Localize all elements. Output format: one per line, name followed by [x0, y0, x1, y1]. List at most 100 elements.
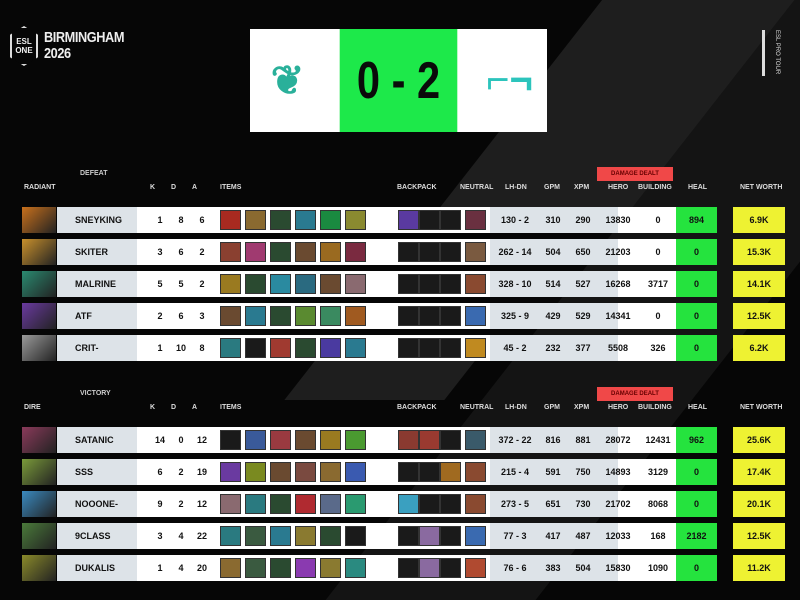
item-slot[interactable]	[245, 526, 266, 546]
item-slot[interactable]	[220, 274, 241, 294]
item-slot[interactable]	[220, 526, 241, 546]
item-slot[interactable]	[320, 274, 341, 294]
item-slot[interactable]	[320, 494, 341, 514]
backpack-slot[interactable]	[419, 494, 440, 514]
item-slot[interactable]	[295, 558, 316, 578]
player-name[interactable]: MALRINE	[57, 271, 137, 297]
backpack-slot[interactable]	[419, 338, 440, 358]
player-name[interactable]: SATANIC	[57, 427, 137, 453]
item-slot[interactable]	[345, 430, 366, 450]
item-slot[interactable]	[220, 558, 241, 578]
item-slot[interactable]	[295, 306, 316, 326]
item-slot[interactable]	[270, 462, 291, 482]
item-slot[interactable]	[220, 462, 241, 482]
neutral-item-slot[interactable]	[465, 210, 486, 230]
item-slot[interactable]	[345, 558, 366, 578]
neutral-item-slot[interactable]	[465, 306, 486, 326]
neutral-item-slot[interactable]	[465, 242, 486, 262]
backpack-slot[interactable]	[419, 306, 440, 326]
backpack-slot[interactable]	[398, 462, 419, 482]
item-slot[interactable]	[320, 462, 341, 482]
player-name[interactable]: SKITER	[57, 239, 137, 265]
item-slot[interactable]	[270, 210, 291, 230]
backpack-slot[interactable]	[419, 558, 440, 578]
item-slot[interactable]	[320, 242, 341, 262]
item-slot[interactable]	[295, 338, 316, 358]
neutral-item-slot[interactable]	[465, 462, 486, 482]
backpack-slot[interactable]	[419, 274, 440, 294]
player-name[interactable]: CRIT-	[57, 335, 137, 361]
backpack-slot[interactable]	[440, 274, 461, 294]
item-slot[interactable]	[295, 430, 316, 450]
item-slot[interactable]	[220, 306, 241, 326]
backpack-slot[interactable]	[440, 242, 461, 262]
item-slot[interactable]	[345, 242, 366, 262]
item-slot[interactable]	[320, 338, 341, 358]
player-name[interactable]: 9CLASS	[57, 523, 137, 549]
item-slot[interactable]	[345, 306, 366, 326]
item-slot[interactable]	[270, 558, 291, 578]
item-slot[interactable]	[345, 494, 366, 514]
backpack-slot[interactable]	[398, 526, 419, 546]
backpack-slot[interactable]	[398, 306, 419, 326]
backpack-slot[interactable]	[398, 274, 419, 294]
backpack-slot[interactable]	[398, 210, 419, 230]
backpack-slot[interactable]	[440, 494, 461, 514]
backpack-slot[interactable]	[440, 306, 461, 326]
neutral-item-slot[interactable]	[465, 558, 486, 578]
item-slot[interactable]	[345, 274, 366, 294]
item-slot[interactable]	[270, 306, 291, 326]
item-slot[interactable]	[270, 274, 291, 294]
item-slot[interactable]	[245, 274, 266, 294]
item-slot[interactable]	[320, 210, 341, 230]
player-name[interactable]: SSS	[57, 459, 137, 485]
item-slot[interactable]	[345, 462, 366, 482]
item-slot[interactable]	[270, 338, 291, 358]
backpack-slot[interactable]	[419, 526, 440, 546]
neutral-item-slot[interactable]	[465, 430, 486, 450]
item-slot[interactable]	[245, 242, 266, 262]
item-slot[interactable]	[245, 338, 266, 358]
item-slot[interactable]	[295, 274, 316, 294]
item-slot[interactable]	[295, 494, 316, 514]
item-slot[interactable]	[295, 462, 316, 482]
backpack-slot[interactable]	[440, 526, 461, 546]
backpack-slot[interactable]	[440, 338, 461, 358]
item-slot[interactable]	[270, 526, 291, 546]
item-slot[interactable]	[245, 462, 266, 482]
item-slot[interactable]	[270, 430, 291, 450]
item-slot[interactable]	[345, 338, 366, 358]
neutral-item-slot[interactable]	[465, 274, 486, 294]
item-slot[interactable]	[320, 526, 341, 546]
item-slot[interactable]	[270, 242, 291, 262]
backpack-slot[interactable]	[398, 242, 419, 262]
item-slot[interactable]	[295, 526, 316, 546]
item-slot[interactable]	[295, 242, 316, 262]
player-name[interactable]: NOOONE-	[57, 491, 137, 517]
item-slot[interactable]	[220, 210, 241, 230]
player-name[interactable]: DUKALIS	[57, 555, 137, 581]
item-slot[interactable]	[320, 430, 341, 450]
neutral-item-slot[interactable]	[465, 338, 486, 358]
item-slot[interactable]	[220, 430, 241, 450]
backpack-slot[interactable]	[440, 462, 461, 482]
backpack-slot[interactable]	[398, 558, 419, 578]
player-name[interactable]: SNEYKING	[57, 207, 137, 233]
backpack-slot[interactable]	[398, 494, 419, 514]
item-slot[interactable]	[345, 210, 366, 230]
backpack-slot[interactable]	[398, 430, 419, 450]
item-slot[interactable]	[320, 306, 341, 326]
item-slot[interactable]	[345, 526, 366, 546]
backpack-slot[interactable]	[419, 462, 440, 482]
item-slot[interactable]	[245, 306, 266, 326]
neutral-item-slot[interactable]	[465, 494, 486, 514]
item-slot[interactable]	[320, 558, 341, 578]
item-slot[interactable]	[245, 558, 266, 578]
item-slot[interactable]	[220, 242, 241, 262]
backpack-slot[interactable]	[440, 210, 461, 230]
backpack-slot[interactable]	[398, 338, 419, 358]
backpack-slot[interactable]	[419, 210, 440, 230]
backpack-slot[interactable]	[419, 242, 440, 262]
item-slot[interactable]	[245, 210, 266, 230]
item-slot[interactable]	[220, 338, 241, 358]
